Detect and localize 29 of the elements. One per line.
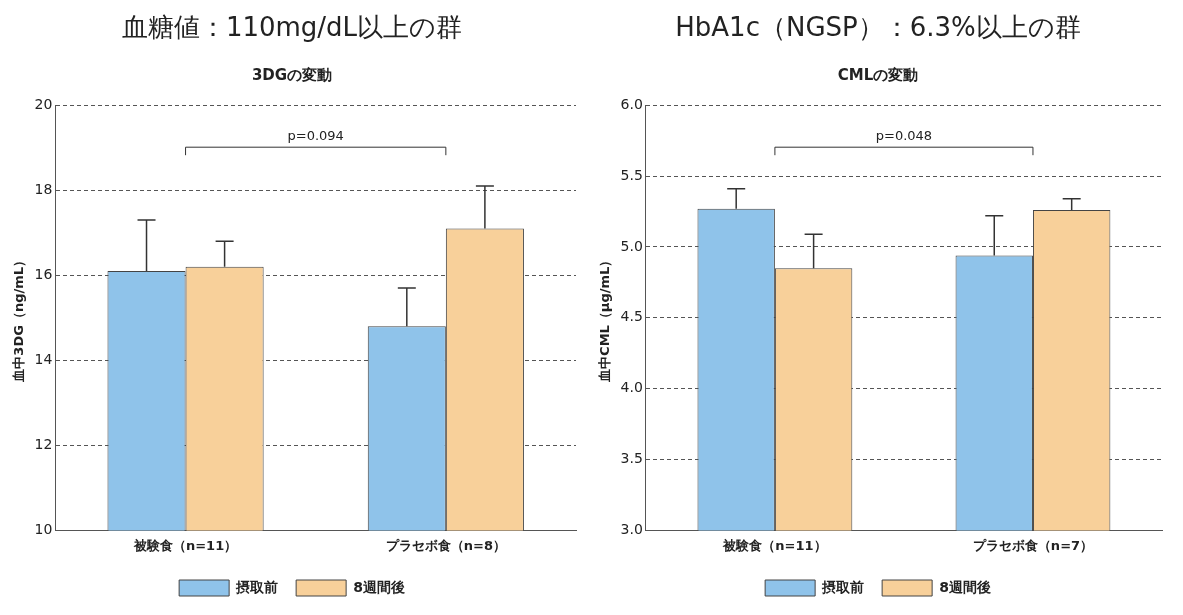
chart-title: 血糖値：110mg/dL以上の群 — [121, 12, 463, 43]
legend-label: 8週間後 — [939, 578, 991, 595]
x-tick-label: 被験食（n=11） — [132, 537, 238, 553]
y-tick-label: 16 — [34, 265, 53, 282]
y-tick-label: 20 — [34, 95, 53, 112]
y-tick-label: 18 — [34, 180, 53, 197]
legend-label: 8週間後 — [353, 578, 405, 595]
legend-label: 摂取前 — [235, 578, 279, 595]
y-tick-label: 10 — [34, 521, 53, 538]
y-tick-label: 5.5 — [620, 166, 643, 183]
y-tick-label: 4.0 — [620, 379, 643, 396]
y-tick-label: 3.5 — [620, 450, 643, 467]
x-tick-label: 被験食（n=11） — [722, 537, 827, 553]
y-axis-title: 血中CML（μg/mL） — [597, 253, 613, 383]
x-tick-label: プラセボ食（n=7） — [972, 537, 1094, 553]
chart-title: HbA1c（NGSP）：6.3%以上の群 — [675, 12, 1081, 43]
y-tick-label: 14 — [34, 350, 53, 367]
chart-subtitle: 3DGの変動 — [251, 66, 333, 85]
y-tick-label: 6.0 — [620, 95, 643, 112]
chart-subtitle: CMLの変動 — [837, 66, 919, 85]
y-tick-label: 3.0 — [620, 521, 643, 538]
annotation: p=0.094 — [287, 128, 344, 144]
y-tick-label: 4.5 — [620, 308, 643, 325]
legend-label: 摂取前 — [821, 578, 865, 595]
y-tick-label: 5.0 — [620, 237, 643, 254]
y-tick-label: 12 — [34, 436, 53, 452]
x-tick-label: プラセボ食（n=8） — [385, 537, 506, 553]
annotation: p=0.048 — [875, 128, 933, 144]
y-axis-title: 血中3DG（ng/mL） — [11, 253, 27, 383]
